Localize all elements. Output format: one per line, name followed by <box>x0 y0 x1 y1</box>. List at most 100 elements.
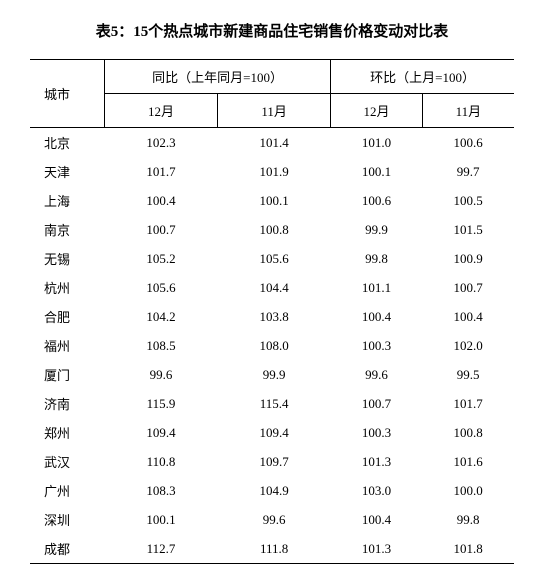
header-yoy-dec: 12月 <box>105 94 218 128</box>
table-row: 成都112.7111.8101.3101.8 <box>30 534 514 564</box>
header-mom-nov: 11月 <box>422 94 514 128</box>
cell-city: 济南 <box>30 389 105 418</box>
table-row: 厦门99.699.999.699.5 <box>30 360 514 389</box>
table-row: 济南115.9115.4100.7101.7 <box>30 389 514 418</box>
cell-yoy-dec: 108.3 <box>105 476 218 505</box>
table-row: 深圳100.199.6100.499.8 <box>30 505 514 534</box>
cell-mom-dec: 101.1 <box>331 273 423 302</box>
cell-mom-dec: 100.1 <box>331 157 423 186</box>
cell-mom-nov: 99.8 <box>422 505 514 534</box>
cell-mom-nov: 102.0 <box>422 331 514 360</box>
cell-mom-nov: 100.0 <box>422 476 514 505</box>
cell-mom-dec: 100.3 <box>331 418 423 447</box>
cell-yoy-nov: 109.4 <box>218 418 331 447</box>
cell-mom-dec: 101.3 <box>331 534 423 564</box>
cell-mom-nov: 100.5 <box>422 186 514 215</box>
cell-city: 成都 <box>30 534 105 564</box>
cell-mom-nov: 100.4 <box>422 302 514 331</box>
cell-yoy-nov: 99.9 <box>218 360 331 389</box>
cell-mom-dec: 101.3 <box>331 447 423 476</box>
cell-yoy-nov: 105.6 <box>218 244 331 273</box>
cell-city: 福州 <box>30 331 105 360</box>
cell-city: 合肥 <box>30 302 105 331</box>
cell-mom-nov: 100.7 <box>422 273 514 302</box>
cell-city: 南京 <box>30 215 105 244</box>
cell-mom-dec: 100.6 <box>331 186 423 215</box>
cell-mom-nov: 100.8 <box>422 418 514 447</box>
table-row: 广州108.3104.9103.0100.0 <box>30 476 514 505</box>
table-title: 表5：15个热点城市新建商品住宅销售价格变动对比表 <box>30 20 514 41</box>
header-mom: 环比（上月=100） <box>331 60 514 94</box>
cell-yoy-nov: 115.4 <box>218 389 331 418</box>
cell-city: 杭州 <box>30 273 105 302</box>
cell-mom-dec: 100.4 <box>331 302 423 331</box>
cell-city: 厦门 <box>30 360 105 389</box>
cell-yoy-dec: 115.9 <box>105 389 218 418</box>
cell-mom-dec: 100.7 <box>331 389 423 418</box>
header-yoy-nov: 11月 <box>218 94 331 128</box>
cell-yoy-nov: 103.8 <box>218 302 331 331</box>
cell-yoy-dec: 105.6 <box>105 273 218 302</box>
cell-mom-nov: 99.5 <box>422 360 514 389</box>
cell-yoy-nov: 100.8 <box>218 215 331 244</box>
header-city: 城市 <box>30 60 105 128</box>
cell-city: 天津 <box>30 157 105 186</box>
cell-mom-dec: 99.6 <box>331 360 423 389</box>
cell-city: 北京 <box>30 128 105 158</box>
cell-yoy-dec: 105.2 <box>105 244 218 273</box>
cell-yoy-dec: 112.7 <box>105 534 218 564</box>
cell-city: 上海 <box>30 186 105 215</box>
cell-mom-dec: 101.0 <box>331 128 423 158</box>
cell-yoy-dec: 104.2 <box>105 302 218 331</box>
table-row: 天津101.7101.9100.199.7 <box>30 157 514 186</box>
table-row: 南京100.7100.899.9101.5 <box>30 215 514 244</box>
cell-yoy-dec: 100.4 <box>105 186 218 215</box>
table-row: 合肥104.2103.8100.4100.4 <box>30 302 514 331</box>
cell-mom-nov: 101.6 <box>422 447 514 476</box>
cell-yoy-nov: 100.1 <box>218 186 331 215</box>
table-body: 北京102.3101.4101.0100.6天津101.7101.9100.19… <box>30 128 514 564</box>
table-row: 福州108.5108.0100.3102.0 <box>30 331 514 360</box>
table-row: 杭州105.6104.4101.1100.7 <box>30 273 514 302</box>
cell-mom-dec: 103.0 <box>331 476 423 505</box>
header-mom-dec: 12月 <box>331 94 423 128</box>
cell-city: 广州 <box>30 476 105 505</box>
table-row: 上海100.4100.1100.6100.5 <box>30 186 514 215</box>
cell-yoy-nov: 101.4 <box>218 128 331 158</box>
cell-city: 武汉 <box>30 447 105 476</box>
table-row: 北京102.3101.4101.0100.6 <box>30 128 514 158</box>
cell-yoy-dec: 100.7 <box>105 215 218 244</box>
cell-yoy-nov: 109.7 <box>218 447 331 476</box>
price-table: 城市 同比（上年同月=100） 环比（上月=100） 12月 11月 12月 1… <box>30 59 514 564</box>
cell-yoy-nov: 104.4 <box>218 273 331 302</box>
cell-yoy-dec: 101.7 <box>105 157 218 186</box>
cell-mom-nov: 100.9 <box>422 244 514 273</box>
cell-mom-nov: 101.8 <box>422 534 514 564</box>
table-row: 郑州109.4109.4100.3100.8 <box>30 418 514 447</box>
cell-yoy-nov: 108.0 <box>218 331 331 360</box>
cell-city: 无锡 <box>30 244 105 273</box>
cell-city: 郑州 <box>30 418 105 447</box>
cell-mom-dec: 99.9 <box>331 215 423 244</box>
cell-yoy-dec: 102.3 <box>105 128 218 158</box>
cell-yoy-dec: 109.4 <box>105 418 218 447</box>
cell-mom-dec: 99.8 <box>331 244 423 273</box>
cell-yoy-nov: 111.8 <box>218 534 331 564</box>
cell-mom-nov: 101.7 <box>422 389 514 418</box>
cell-mom-nov: 101.5 <box>422 215 514 244</box>
cell-yoy-dec: 108.5 <box>105 331 218 360</box>
cell-mom-dec: 100.4 <box>331 505 423 534</box>
table-row: 无锡105.2105.699.8100.9 <box>30 244 514 273</box>
cell-yoy-nov: 101.9 <box>218 157 331 186</box>
cell-yoy-nov: 104.9 <box>218 476 331 505</box>
cell-yoy-dec: 100.1 <box>105 505 218 534</box>
cell-yoy-dec: 110.8 <box>105 447 218 476</box>
table-row: 武汉110.8109.7101.3101.6 <box>30 447 514 476</box>
cell-yoy-nov: 99.6 <box>218 505 331 534</box>
header-yoy: 同比（上年同月=100） <box>105 60 331 94</box>
cell-mom-nov: 99.7 <box>422 157 514 186</box>
cell-mom-nov: 100.6 <box>422 128 514 158</box>
cell-mom-dec: 100.3 <box>331 331 423 360</box>
cell-yoy-dec: 99.6 <box>105 360 218 389</box>
cell-city: 深圳 <box>30 505 105 534</box>
